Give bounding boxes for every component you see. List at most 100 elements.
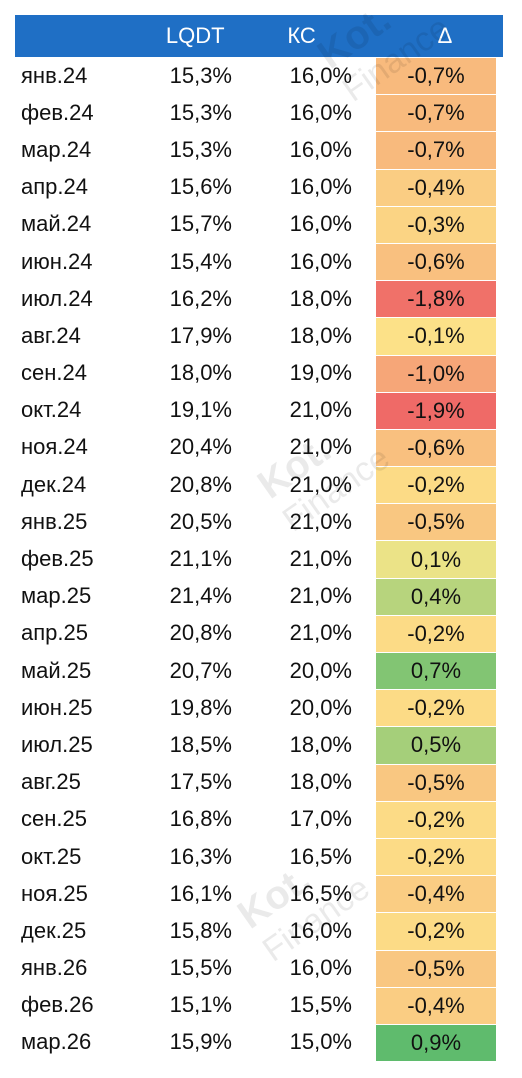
ks-cell: 21,0% [289,434,352,460]
month-cell: мар.26 [21,1029,92,1055]
month-cell: ноя.24 [21,434,88,460]
header-lqdt: LQDT [165,23,225,48]
delta-cell: -0,1% [376,317,496,355]
month-cell: мар.24 [21,136,92,162]
table-row: дек.25 15,8% 16,0% -0,2% [15,912,503,950]
lqdt-cell: 15,3% [169,136,232,162]
month-cell: фев.24 [21,99,94,125]
lqdt-cell: 15,4% [169,248,232,274]
month-cell: сен.25 [21,806,87,832]
ks-cell: 16,0% [289,211,352,237]
ks-cell: 16,0% [289,917,352,943]
table-row: дек.24 20,8% 21,0% -0,2% [15,466,503,504]
table-row: июн.25 19,8% 20,0% -0,2% [15,689,503,727]
ks-cell: 16,0% [289,248,352,274]
ks-cell: 21,0% [289,508,352,534]
month-cell: дек.25 [21,917,87,943]
lqdt-cell: 15,5% [169,955,232,981]
delta-cell: -0,5% [376,763,496,801]
ks-cell: 20,0% [289,657,352,683]
month-cell: фев.26 [21,992,94,1018]
ks-cell: 17,0% [289,806,352,832]
delta-cell: -0,7% [376,57,496,95]
delta-cell: 0,4% [376,577,496,615]
ks-cell: 15,0% [289,1029,352,1055]
table-row: май.24 15,7% 16,0% -0,3% [15,205,503,243]
lqdt-cell: 16,8% [169,806,232,832]
table-row: мар.24 15,3% 16,0% -0,7% [15,131,503,169]
lqdt-cell: 18,5% [169,731,232,757]
header-delta: Δ [437,23,453,48]
delta-cell: -0,2% [376,912,496,950]
delta-cell: -0,3% [376,205,496,243]
month-cell: июл.24 [21,285,93,311]
delta-cell: -0,2% [376,800,496,838]
table-row: фев.24 15,3% 16,0% -0,7% [15,94,503,132]
lqdt-cell: 19,8% [169,694,232,720]
delta-cell: 0,5% [376,726,496,764]
lqdt-cell: 16,3% [169,843,232,869]
month-cell: апр.24 [21,174,88,200]
delta-cell: -0,4% [376,875,496,913]
ks-cell: 20,0% [289,694,352,720]
delta-cell: -0,5% [376,503,496,541]
month-cell: май.24 [21,211,92,237]
delta-cell: -0,4% [376,168,496,206]
ks-cell: 21,0% [289,583,352,609]
delta-cell: -0,6% [376,242,496,281]
lqdt-cell: 20,4% [169,434,232,460]
delta-cell: -1,0% [376,354,496,392]
table-row: июн.24 15,4% 16,0% -0,6% [15,242,503,281]
lqdt-cell: 21,1% [169,546,232,572]
ks-cell: 15,5% [289,992,352,1018]
month-cell: мар.25 [21,583,92,609]
month-cell: фев.25 [21,546,94,572]
table-row: фев.25 21,1% 21,0% 0,1% [15,540,503,578]
lqdt-cell: 15,9% [169,1029,232,1055]
delta-cell: -0,2% [376,614,496,652]
lqdt-cell: 20,8% [169,620,232,646]
table-row: авг.25 17,5% 18,0% -0,5% [15,763,503,801]
delta-cell: -0,2% [376,466,496,504]
table-row: авг.24 17,9% 18,0% -0,1% [15,317,503,355]
delta-cell: -0,7% [376,131,496,169]
ks-cell: 18,0% [289,769,352,795]
ks-cell: 21,0% [289,620,352,646]
month-cell: дек.24 [21,471,87,497]
lqdt-cell: 16,1% [169,880,232,906]
lqdt-cell: 20,5% [169,508,232,534]
delta-cell: -0,2% [376,837,496,876]
month-cell: ноя.25 [21,880,88,906]
delta-cell: -0,5% [376,949,496,987]
table-row: июл.25 18,5% 18,0% 0,5% [15,726,503,764]
table-row: янв.24 15,3% 16,0% -0,7% [15,57,503,95]
table-row: сен.25 16,8% 17,0% -0,2% [15,800,503,838]
month-cell: сен.24 [21,360,87,386]
table-row: фев.26 15,1% 15,5% -0,4% [15,986,503,1024]
ks-cell: 16,0% [289,955,352,981]
month-cell: окт.25 [21,843,82,869]
table-row: ноя.25 16,1% 16,5% -0,4% [15,875,503,913]
lqdt-cell: 15,7% [169,211,232,237]
ks-cell: 21,0% [289,471,352,497]
lqdt-cell: 17,5% [169,769,232,795]
month-cell: июн.24 [21,248,93,274]
header-ks: КС [287,23,316,48]
delta-cell: -1,8% [376,280,496,318]
month-cell: авг.24 [21,322,81,348]
table-row: апр.24 15,6% 16,0% -0,4% [15,168,503,206]
ks-cell: 16,0% [289,136,352,162]
table-row: мар.26 15,9% 15,0% 0,9% [15,1023,503,1062]
delta-cell: -0,7% [376,94,496,132]
ks-cell: 16,5% [289,880,352,906]
delta-cell: 0,7% [376,652,496,690]
month-cell: янв.25 [21,508,88,534]
lqdt-cell: 15,8% [169,917,232,943]
month-cell: июн.25 [21,694,93,720]
ks-cell: 18,0% [289,322,352,348]
month-cell: апр.25 [21,620,88,646]
table-row: сен.24 18,0% 19,0% -1,0% [15,354,503,392]
lqdt-cell: 21,4% [169,583,232,609]
month-cell: янв.26 [21,955,88,981]
table-row: окт.24 19,1% 21,0% -1,9% [15,391,503,429]
